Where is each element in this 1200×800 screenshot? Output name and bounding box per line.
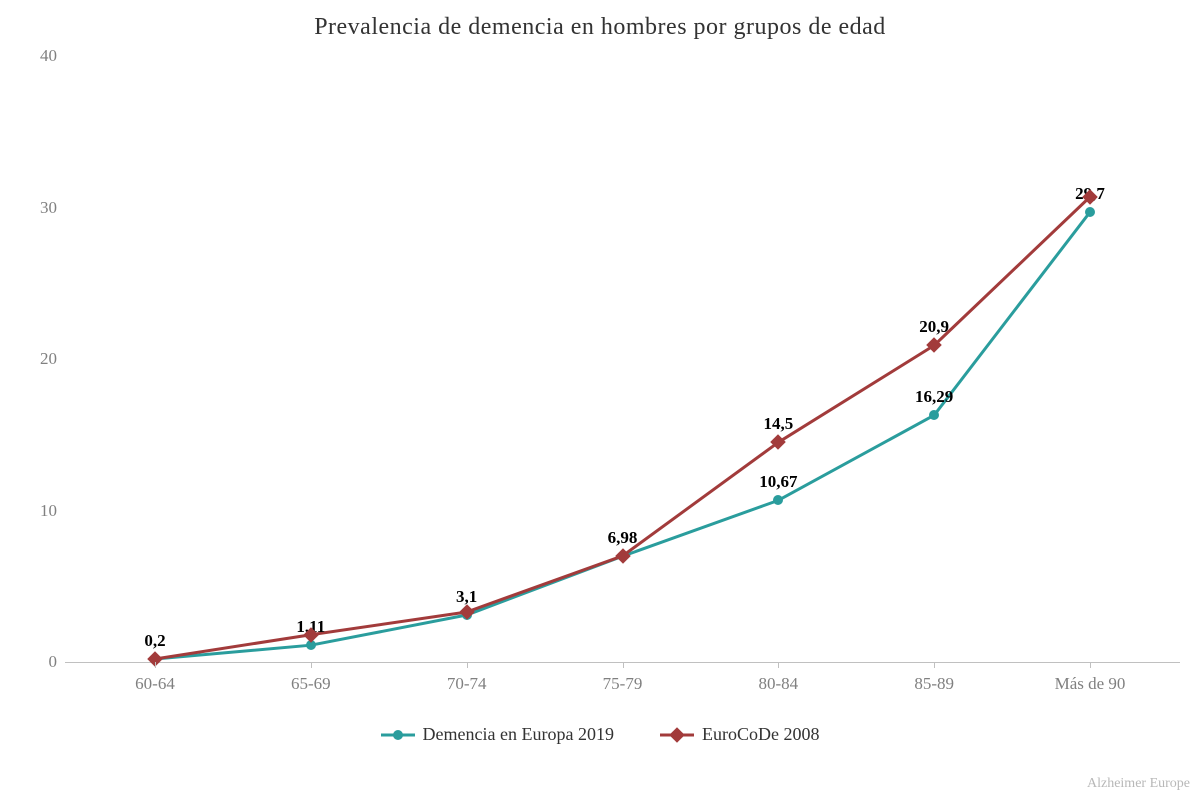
data-label: 10,67	[759, 472, 797, 492]
x-tick-mark	[467, 662, 468, 668]
data-label: 14,5	[763, 414, 793, 434]
y-tick-label: 20	[7, 349, 57, 369]
legend-marker-icon	[393, 730, 403, 740]
series-line	[155, 197, 1090, 659]
x-tick-mark	[778, 662, 779, 668]
data-label: 6,98	[608, 528, 638, 548]
x-tick-label: 75-79	[603, 674, 643, 694]
series-marker	[773, 495, 783, 505]
legend-item: EuroCoDe 2008	[660, 724, 819, 745]
x-tick-label: 85-89	[914, 674, 954, 694]
x-tick-label: 60-64	[135, 674, 175, 694]
legend: Demencia en Europa 2019 EuroCoDe 2008	[0, 724, 1200, 745]
x-tick-mark	[623, 662, 624, 668]
x-tick-label: 70-74	[447, 674, 487, 694]
x-tick-label: Más de 90	[1055, 674, 1126, 694]
series-marker	[1085, 207, 1095, 217]
x-tick-mark	[155, 662, 156, 668]
x-tick-label: 65-69	[291, 674, 331, 694]
y-tick-label: 10	[7, 501, 57, 521]
chart-title: Prevalencia de demencia en hombres por g…	[0, 14, 1200, 41]
x-tick-mark	[1090, 662, 1091, 668]
x-tick-mark	[311, 662, 312, 668]
legend-swatch	[660, 728, 694, 742]
legend-label: EuroCoDe 2008	[702, 724, 819, 745]
series-marker	[929, 410, 939, 420]
legend-swatch	[381, 728, 415, 742]
chart-container: Prevalencia de demencia en hombres por g…	[0, 0, 1200, 800]
y-tick-label: 40	[7, 46, 57, 66]
data-label: 16,29	[915, 387, 953, 407]
plot-area: 0,21,113,16,9810,6716,2929,714,520,9	[65, 56, 1180, 662]
data-label: 20,9	[919, 317, 949, 337]
y-tick-label: 0	[7, 652, 57, 672]
x-tick-mark	[934, 662, 935, 668]
y-tick-label: 30	[7, 198, 57, 218]
legend-label: Demencia en Europa 2019	[423, 724, 614, 745]
legend-item: Demencia en Europa 2019	[381, 724, 614, 745]
attribution-text: Alzheimer Europe	[1087, 776, 1190, 792]
x-tick-label: 80-84	[758, 674, 798, 694]
line-layer	[65, 56, 1180, 662]
legend-marker-icon	[669, 727, 685, 743]
series-line	[155, 212, 1090, 659]
data-label: 0,2	[144, 631, 165, 651]
